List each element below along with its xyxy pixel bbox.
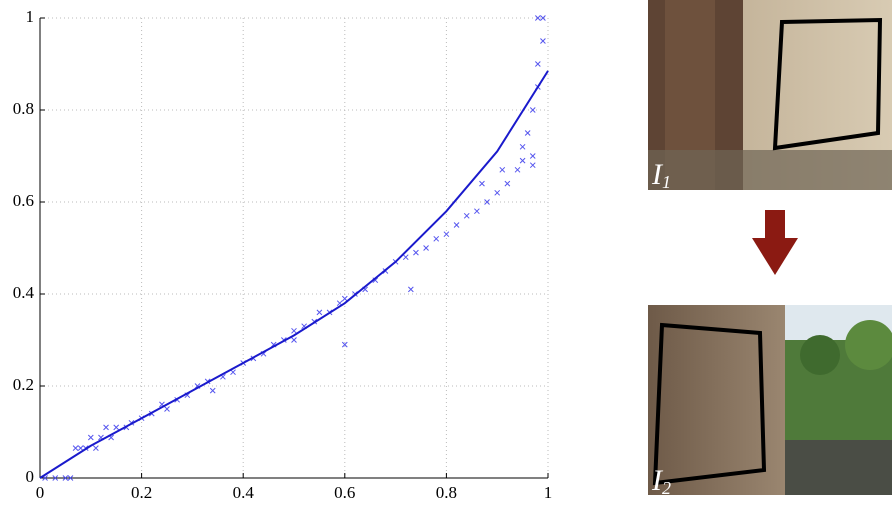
y-tick-label: 0.8	[13, 99, 34, 118]
point	[534, 61, 541, 67]
point	[519, 143, 526, 150]
point	[113, 424, 120, 431]
point	[524, 130, 531, 136]
point	[77, 445, 84, 451]
image-2: I2	[648, 305, 892, 498]
point	[103, 424, 109, 431]
point	[529, 153, 536, 159]
point	[87, 434, 94, 441]
label-sub: 1	[662, 172, 671, 192]
point	[316, 309, 323, 316]
point	[93, 445, 99, 451]
point	[164, 406, 170, 412]
y-tick-label: 0.2	[13, 375, 34, 394]
point	[519, 157, 526, 164]
label: I	[651, 158, 664, 191]
ground	[648, 150, 892, 190]
quad	[772, 17, 883, 151]
y-tick-label: 1	[26, 7, 35, 26]
point	[72, 445, 79, 451]
arrow	[752, 210, 798, 275]
x-tick-label: 1	[544, 483, 553, 502]
point	[484, 199, 490, 205]
point	[540, 15, 546, 21]
x-tick-label: 0.8	[436, 483, 457, 502]
image-label: I1	[651, 158, 671, 192]
point	[443, 231, 450, 238]
x-tick-label: 0	[36, 483, 45, 502]
arrow-head	[752, 238, 798, 275]
point	[62, 475, 69, 481]
point	[474, 208, 480, 215]
point	[499, 166, 506, 173]
point	[529, 162, 536, 169]
point	[413, 249, 419, 256]
point	[341, 295, 348, 302]
point	[479, 180, 485, 187]
point	[209, 387, 216, 394]
x-tick-label: 0.4	[233, 483, 255, 502]
tree	[800, 335, 840, 375]
point	[402, 254, 409, 261]
point	[52, 475, 59, 481]
x-tick-label: 0.6	[334, 483, 355, 502]
arrow-shaft	[765, 210, 785, 240]
point	[291, 337, 297, 343]
fit-line	[39, 70, 549, 479]
fence	[785, 440, 892, 495]
label-sub: 2	[662, 478, 671, 498]
point	[504, 180, 511, 187]
point	[494, 189, 501, 196]
image-1: I1	[648, 0, 892, 192]
point	[433, 235, 440, 242]
y-tick-label: 0.6	[13, 191, 34, 210]
point	[514, 166, 521, 173]
y-tick-label: 0.4	[13, 283, 35, 302]
tree	[845, 320, 892, 370]
point	[534, 15, 541, 21]
point	[67, 475, 74, 481]
point	[453, 222, 460, 228]
point	[529, 107, 536, 113]
point	[540, 38, 546, 44]
quad	[652, 322, 767, 486]
point	[423, 245, 429, 251]
point	[463, 212, 470, 219]
point	[341, 341, 348, 348]
label: I	[651, 464, 664, 497]
image-label: I2	[651, 464, 671, 498]
y-tick-label: 0	[26, 467, 35, 486]
point	[407, 286, 414, 293]
plot: 0 0.2 0.4 0.6 0.8 1 0 0.2 0.4 0.6 0.8 1	[13, 7, 553, 502]
x-tick-label: 0.2	[131, 483, 152, 502]
point	[291, 327, 297, 334]
